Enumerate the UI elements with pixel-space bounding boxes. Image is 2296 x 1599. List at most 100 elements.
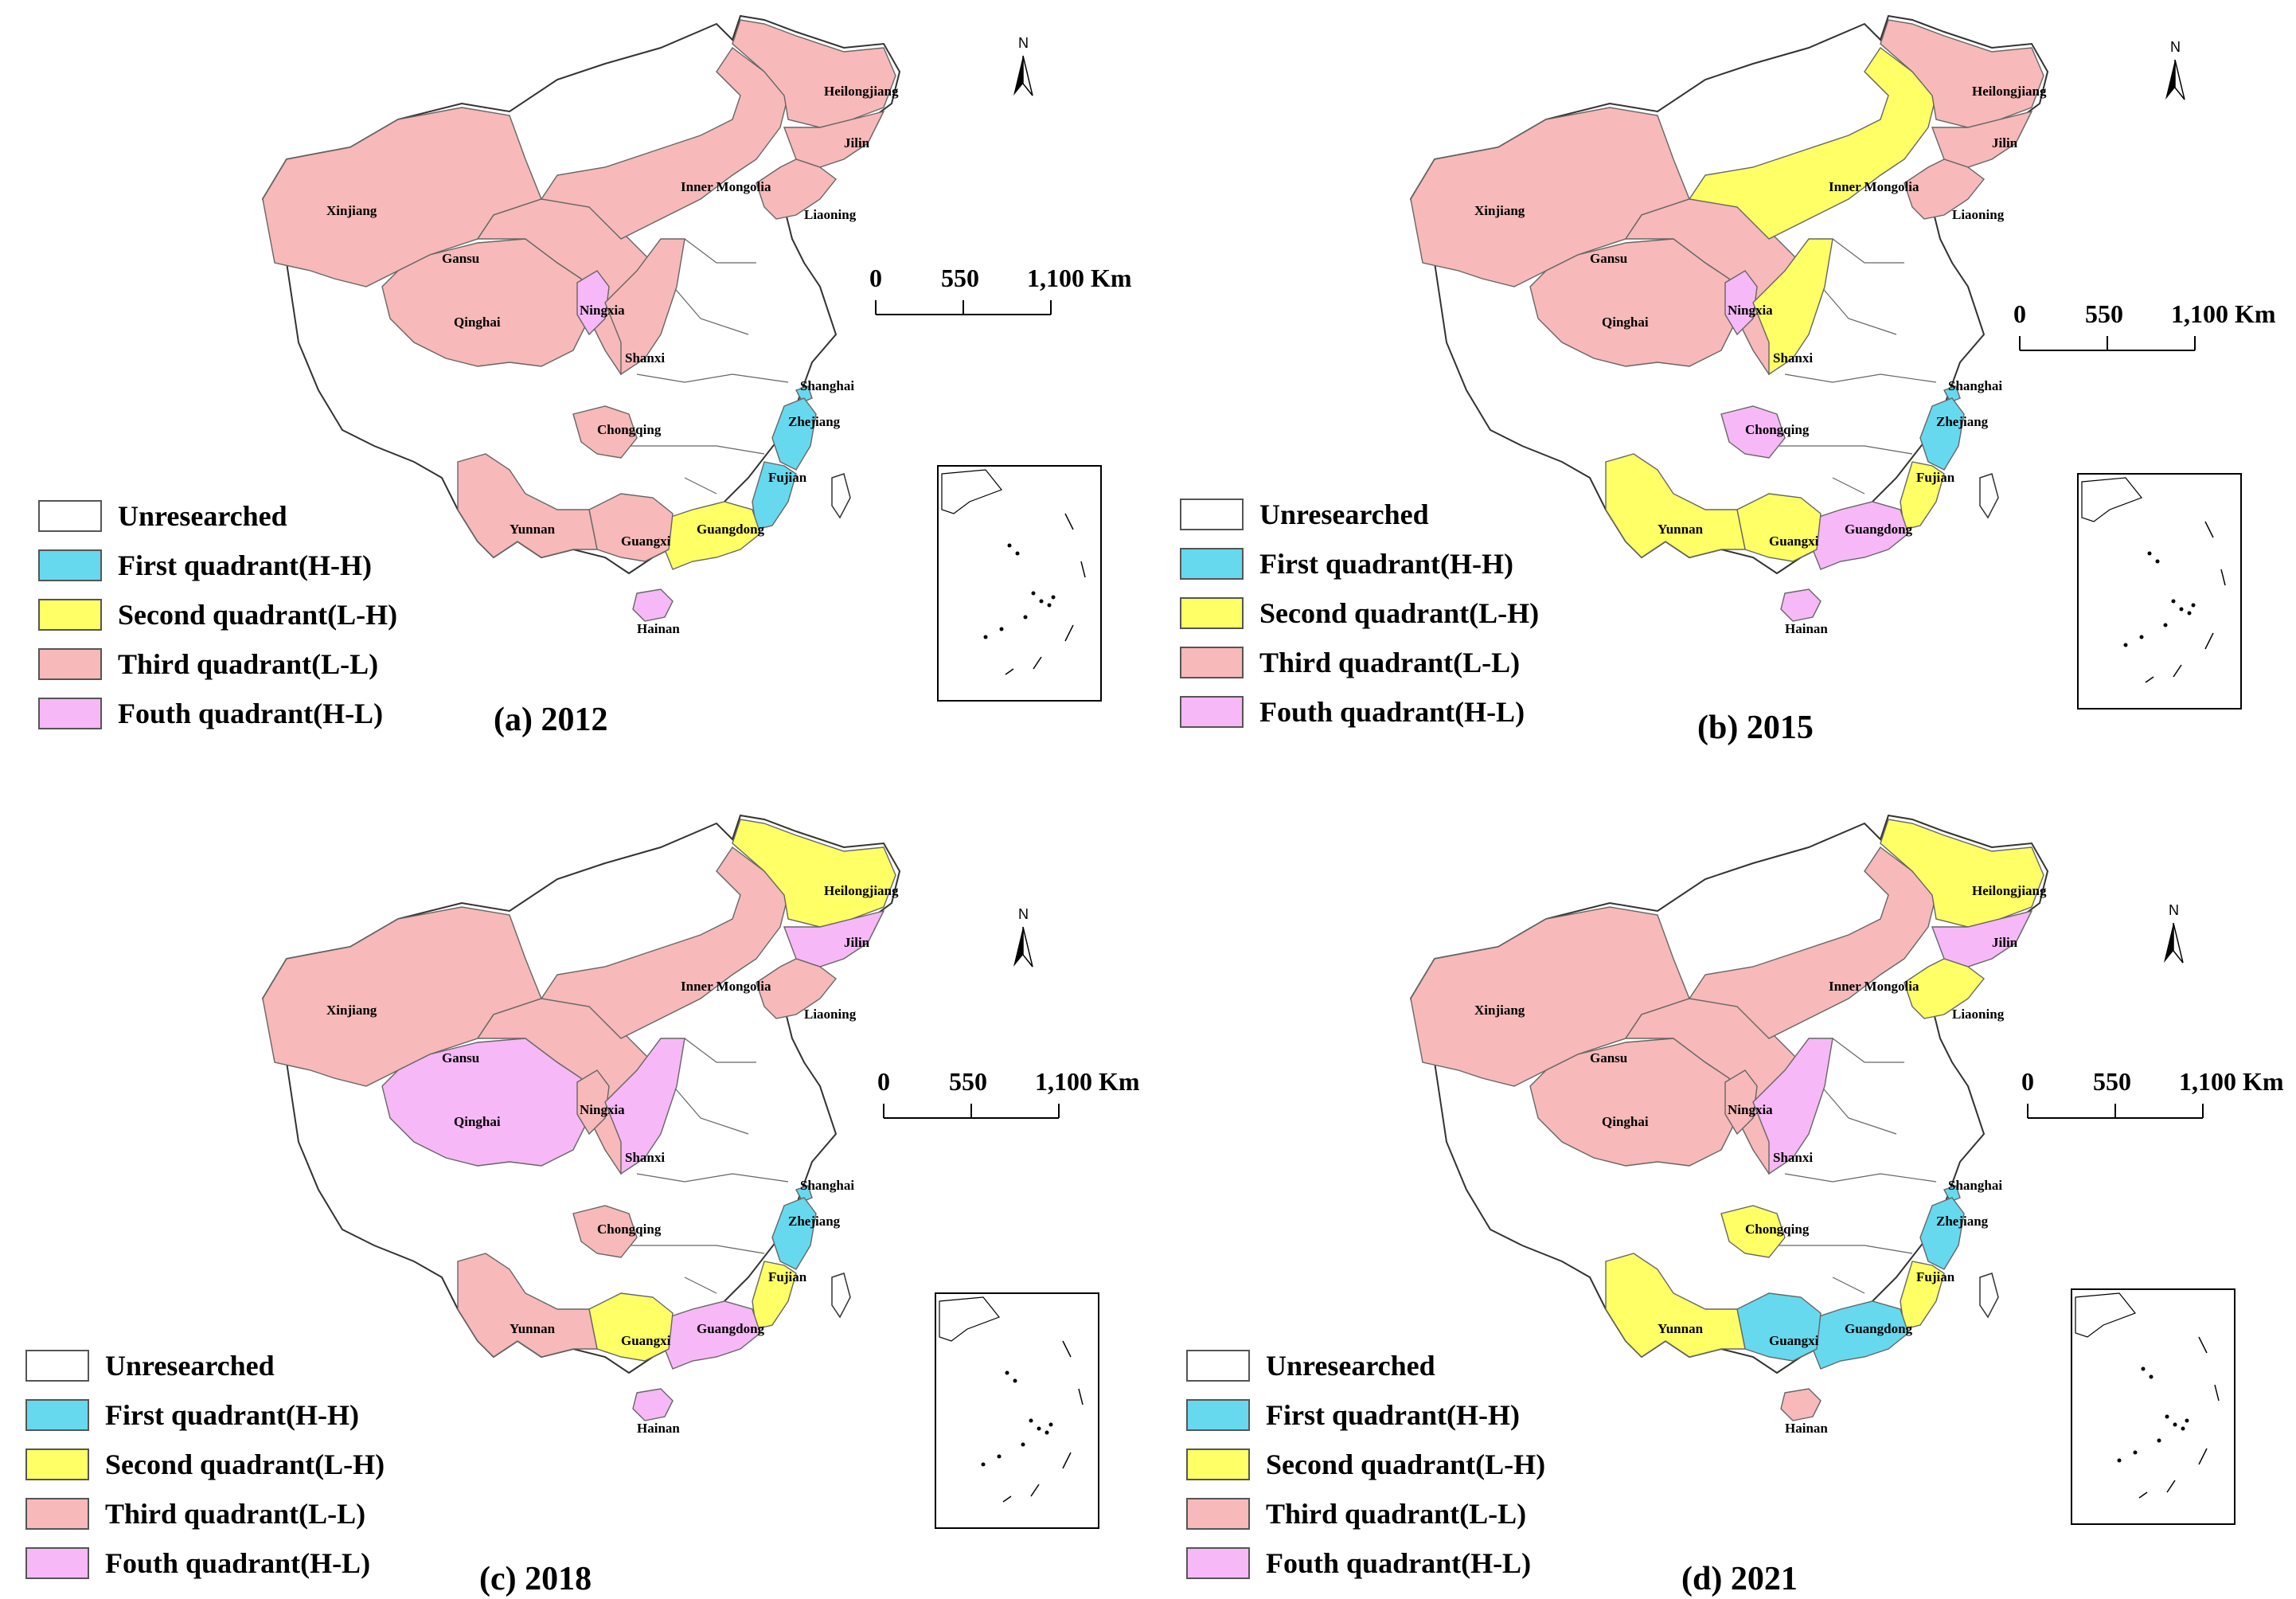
panel-label: (d) 2021 [1681,1561,1798,1597]
province-label-yunnan: Yunnan [510,522,556,537]
legend-label: Third quadrant(L-L) [1259,647,1521,678]
legend-label: Second quadrant(L-H) [1266,1448,1546,1480]
province-zhejiang [1919,397,1965,471]
province-label-heilongjiang: Heilongjiang [824,883,899,898]
province-fujian [1900,1261,1945,1330]
province-label-shanxi: Shanxi [1773,350,1813,366]
legend-label: Third quadrant(L-L) [118,648,379,680]
province-label-gansu: Gansu [1590,251,1627,266]
scale-tick-label: 550 [2093,1067,2131,1096]
province-label-chongqing: Chongqing [597,422,662,437]
legend-swatch [25,1498,89,1530]
province-label-jilin: Jilin [844,135,870,151]
north-arrow-icon: N [2165,39,2185,100]
province-label-innermongolia: Inner Mongolia [681,179,771,194]
choropleth-map: Xinjiang Qinghai Gansu Ningxia Shanxi Inner M… [261,814,1140,1529]
province-hainan [1780,588,1822,622]
province-guangdong [1812,501,1909,570]
panel-label: (a) 2012 [494,702,608,738]
province-heilongjiang [732,19,896,128]
province-border-line [1769,1245,1913,1254]
legend-swatch [25,1448,89,1480]
island-outline [831,1273,851,1319]
province-label-liaoning: Liaoning [804,1007,857,1022]
choropleth-map: Xinjiang Qinghai Gansu Ningxia Shanxi Inner M… [261,14,1132,702]
legend-item-second: Second quadrant(L-H) [1186,1448,1545,1481]
province-label-xinjiang: Xinjiang [326,1003,377,1018]
legend-label: Second quadrant(L-H) [105,1448,385,1480]
panel-label: (b) 2015 [1697,710,1814,746]
legend-swatch [1180,696,1244,728]
province-liaoning [1904,958,1985,1019]
legend-swatch [25,1547,89,1579]
province-border-line [684,1276,717,1294]
province-label-hainan: Hainan [637,1421,680,1436]
province-qinghai [381,1038,590,1167]
province-label-zhejiang: Zhejiang [1936,1214,1989,1229]
legend-swatch [38,599,102,631]
province-label-qinghai: Qinghai [454,1114,501,1129]
province-label-heilongjiang: Heilongjiang [1972,84,2047,99]
province-label-guangxi: Guangxi [1769,534,1819,549]
province-zhejiang [771,397,817,471]
map-panel-2018: Xinjiang Qinghai Gansu Ningxia Shanxi Inner M… [0,800,1148,1599]
province-hainan [632,1388,674,1421]
north-arrow-icon: N [1013,906,1033,968]
province-label-gansu: Gansu [442,251,479,266]
province-label-shanxi: Shanxi [1773,1150,1813,1165]
legend-swatch [25,1350,89,1382]
province-label-liaoning: Liaoning [1952,207,2005,222]
province-label-fujian: Fujian [768,1269,807,1284]
province-label-ningxia: Ningxia [1728,303,1773,318]
scale-bar: 0 550 1,100 Km [2013,299,2276,351]
province-label-guangdong: Guangdong [697,1321,765,1336]
legend-label: Fouth quadrant(H-L) [1259,696,1525,728]
province-liaoning [1904,158,1985,220]
province-ningxia [1724,1069,1758,1136]
province-border-line [1832,238,1904,264]
legend-label: Unresearched [105,1350,275,1382]
legend-label: Unresearched [118,500,287,532]
legend-label: Third quadrant(L-L) [105,1498,366,1530]
legend-label: Fouth quadrant(H-L) [1266,1547,1532,1579]
province-label-shanxi: Shanxi [625,350,665,366]
legend-swatch [1180,597,1244,629]
province-label-guangxi: Guangxi [1769,1333,1819,1348]
province-border-line [1769,445,1913,455]
province-guangxi [588,1292,674,1362]
province-label-ningxia: Ningxia [580,1102,625,1117]
province-label-fujian: Fujian [1916,1269,1955,1284]
province-label-xinjiang: Xinjiang [1474,203,1525,218]
legend-item-second: Second quadrant(L-H) [38,598,397,631]
province-label-ningxia: Ningxia [580,303,625,318]
province-border-line [684,238,756,264]
legend-item-unresearched: Unresearched [25,1349,275,1382]
province-chongqing [572,1205,638,1258]
province-hainan [632,588,674,622]
province-border-line [636,373,789,383]
north-arrow-icon: N [1013,35,1033,96]
province-yunnan [1605,453,1746,558]
choropleth-map: Xinjiang Qinghai Gansu Ningxia Shanxi Inner M… [1409,14,2276,710]
province-label-jilin: Jilin [1992,135,2018,151]
legend-swatch [1186,1448,1250,1480]
inset-map [2077,473,2242,710]
province-ningxia [1724,270,1758,336]
province-label-innermongolia: Inner Mongolia [1829,979,1919,994]
province-label-guangxi: Guangxi [621,1333,671,1348]
province-label-qinghai: Qinghai [1602,315,1649,330]
inset-map [2071,1288,2235,1525]
province-label-zhejiang: Zhejiang [788,414,841,429]
province-guangdong [664,1300,761,1370]
province-label-heilongjiang: Heilongjiang [824,84,899,99]
province-label-innermongolia: Inner Mongolia [681,979,771,994]
province-border-line [684,1038,756,1063]
legend-label: First quadrant(H-H) [1259,548,1513,580]
legend-item-third: Third quadrant(L-L) [1186,1497,1526,1531]
province-qinghai [1529,1038,1738,1167]
province-label-gansu: Gansu [442,1050,479,1065]
legend-swatch [1180,647,1244,678]
legend-swatch [38,648,102,680]
province-label-hainan: Hainan [1785,621,1828,636]
province-liaoning [756,958,837,1019]
